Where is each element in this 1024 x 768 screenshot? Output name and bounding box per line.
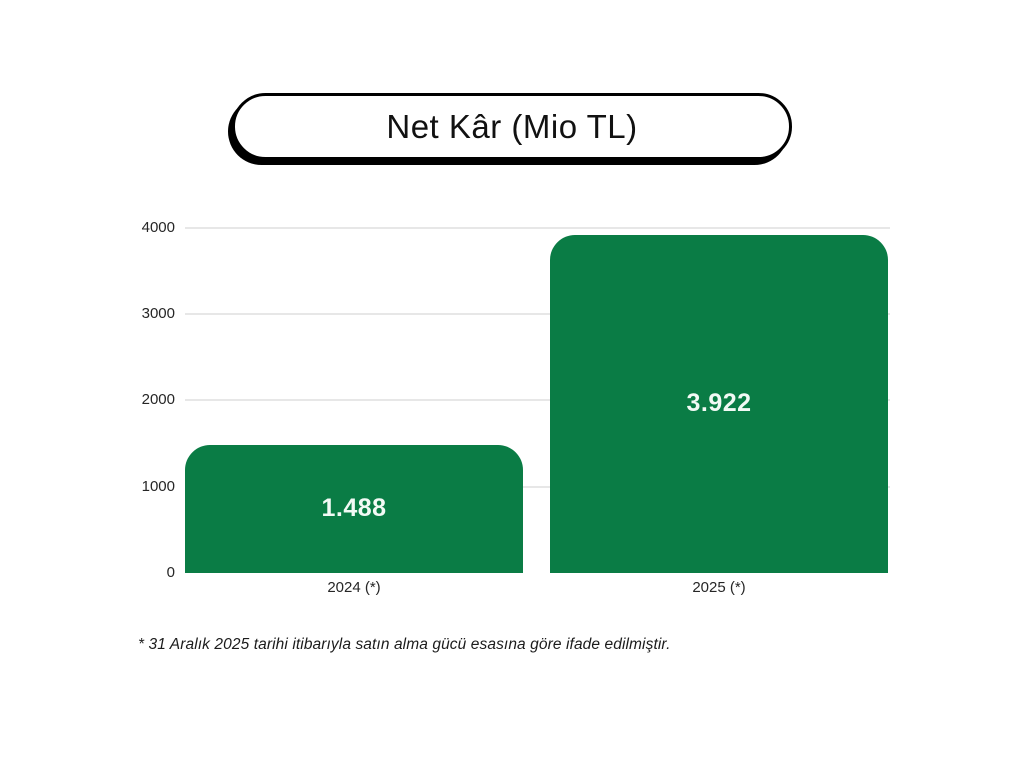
bar-2024: 1.488 [185, 444, 523, 573]
gridline-4000 [185, 227, 890, 229]
gridline-3000 [185, 313, 890, 315]
bar-chart-plot-area: 4000 3000 2000 1000 0 1.488 3.922 2024 (… [142, 219, 890, 596]
gridline-1000 [185, 486, 890, 488]
y-axis-tick-3000: 3000 [141, 305, 175, 322]
chart-title: Net Kâr (Mio TL) [386, 107, 638, 145]
y-axis-tick-4000: 4000 [141, 219, 175, 236]
y-axis-tick-1000: 1000 [141, 478, 175, 495]
bar-value-label-2025: 3.922 [686, 389, 752, 418]
y-axis-tick-2000: 2000 [141, 391, 175, 408]
x-axis-label-2024: 2024 (*) [327, 579, 381, 596]
y-axis-tick-0: 0 [166, 564, 175, 581]
x-axis-label-2025: 2025 (*) [692, 579, 746, 596]
gridline-2000 [185, 399, 890, 401]
bar-2025: 3.922 [550, 234, 888, 573]
footnote: * 31 Aralık 2025 tarihi itibarıyla satın… [138, 636, 671, 653]
chart-title-capsule: Net Kâr (Mio TL) [232, 93, 792, 160]
bar-value-label-2024: 1.488 [321, 494, 387, 523]
